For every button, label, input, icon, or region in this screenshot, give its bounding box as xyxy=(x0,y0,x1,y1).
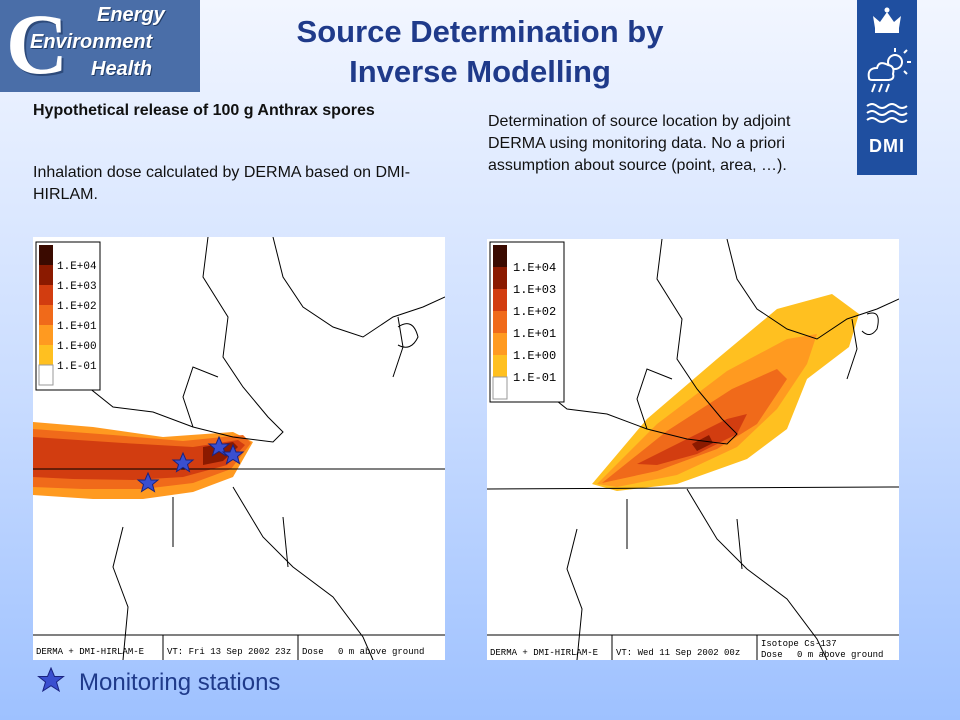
legend-swatch-5 xyxy=(39,345,53,365)
legend2-swatch-6 xyxy=(492,376,508,400)
legend-label-2: 1.E+02 xyxy=(57,301,97,313)
dmi-logo-text: DMI xyxy=(869,136,905,156)
adjoint-plume-level-5 xyxy=(692,435,713,451)
legend-swatch-4 xyxy=(39,325,53,345)
legend-swatch-2 xyxy=(39,285,53,305)
monitoring-stations-label: Monitoring stations xyxy=(79,669,281,696)
crown-icon xyxy=(873,7,901,33)
dose-map-adjoint-svg: 1.E+04 1.E+03 1.E+02 1.E+01 1.E+00 1.E-0… xyxy=(486,238,900,661)
map1-footer-time: VT: Fri 13 Sep 2002 23z xyxy=(167,647,291,657)
left-heading: Hypothetical release of 100 g Anthrax sp… xyxy=(33,102,375,119)
map1-legend: 1.E+04 1.E+03 1.E+02 1.E+01 1.E+00 1.E-0… xyxy=(35,241,101,391)
dmi-logo: DMI xyxy=(857,0,917,175)
title-line-1: Source Determination by xyxy=(296,14,664,49)
sun-cloud-rain-icon xyxy=(867,48,911,93)
legend2-label-4: 1.E+00 xyxy=(513,349,556,363)
legend-swatch-6 xyxy=(38,364,54,386)
right-body: Determination of source location by adjo… xyxy=(488,113,791,174)
legend-swatch-3 xyxy=(39,305,53,325)
legend2-label-2: 1.E+02 xyxy=(513,305,556,319)
legend2-swatch-1 xyxy=(493,267,507,289)
logo-letter: C xyxy=(6,0,69,92)
title-line-2: Inverse Modelling xyxy=(349,54,611,89)
legend2-label-5: 1.E-01 xyxy=(513,371,556,385)
dose-map-forward: 1.E+04 1.E+03 1.E+02 1.E+01 1.E+00 1.E-0… xyxy=(33,236,446,661)
logo-word-health: Health xyxy=(91,58,153,80)
legend-label-4: 1.E+00 xyxy=(57,341,97,353)
left-body: Inhalation dose calculated by DERMA base… xyxy=(33,164,411,203)
legend-label-3: 1.E+01 xyxy=(57,321,97,333)
map2-footer-height: 0 m above ground xyxy=(797,650,883,660)
legend-swatch-1 xyxy=(39,265,53,285)
station-star-4 xyxy=(221,443,245,465)
map2-footer-time: VT: Wed 11 Sep 2002 00z xyxy=(616,648,740,658)
legend2-swatch-0 xyxy=(493,245,507,267)
dose-map-forward-svg: 1.E+04 1.E+03 1.E+02 1.E+01 1.E+00 1.E-0… xyxy=(33,236,446,661)
map1-footer-height: 0 m above ground xyxy=(338,647,424,657)
station-star-1 xyxy=(136,471,160,493)
legend2-swatch-3 xyxy=(493,311,507,333)
station-star-2 xyxy=(171,451,195,473)
map2-footer-qty: Dose xyxy=(761,650,783,660)
map2-legend: 1.E+04 1.E+03 1.E+02 1.E+01 1.E+00 1.E-0… xyxy=(489,241,565,403)
dmi-emblem xyxy=(866,7,911,123)
station-star-3 xyxy=(207,435,231,457)
legend2-label-3: 1.E+01 xyxy=(513,327,556,341)
legend2-label-0: 1.E+04 xyxy=(513,261,556,275)
map1-footer-qty: Dose xyxy=(302,647,324,657)
slide-title: Source Determination by Inverse Modellin… xyxy=(240,12,720,92)
logo-word-environment: Environment xyxy=(30,31,153,53)
map2-footer-isotope: Isotope Cs-137 xyxy=(761,639,837,649)
plume-level-4 xyxy=(203,442,238,465)
dose-map-adjoint: 1.E+04 1.E+03 1.E+02 1.E+01 1.E+00 1.E-0… xyxy=(486,238,900,661)
legend-label-1: 1.E+03 xyxy=(57,281,97,293)
legend2-label-1: 1.E+03 xyxy=(513,283,556,297)
monitoring-station-star-icon xyxy=(37,667,65,693)
legend-swatch-0 xyxy=(39,245,53,265)
monitoring-stations xyxy=(136,435,245,493)
legend2-swatch-2 xyxy=(493,289,507,311)
legend2-swatch-5 xyxy=(493,355,507,377)
waves-icon xyxy=(866,103,908,123)
map1-footer-model: DERMA + DMI-HIRLAM-E xyxy=(36,647,144,657)
adjoint-plume-level-3 xyxy=(602,369,787,483)
legend-label-0: 1.E+04 xyxy=(57,261,97,273)
legend2-swatch-4 xyxy=(493,333,507,355)
map2-footer-model: DERMA + DMI-HIRLAM-E xyxy=(490,648,598,658)
cee-logo: C Energy Environment Health xyxy=(0,0,200,92)
logo-word-energy: Energy xyxy=(97,4,165,26)
legend-label-5: 1.E-01 xyxy=(57,361,97,373)
